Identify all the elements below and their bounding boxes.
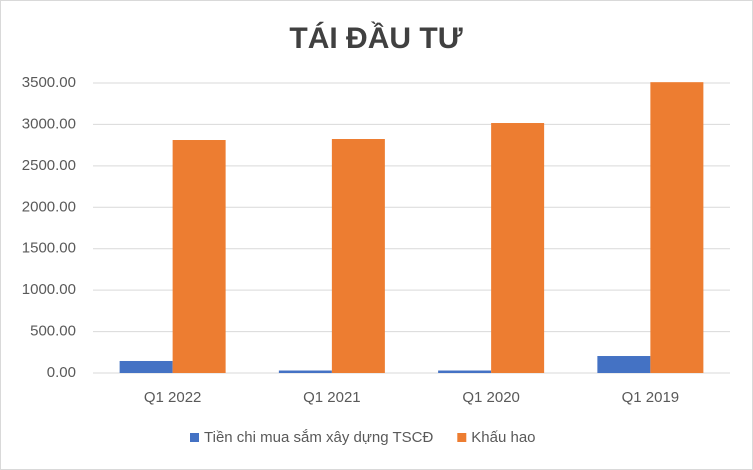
y-tick-label: 2500.00 [22, 157, 76, 174]
y-tick-label: 2000.00 [22, 198, 76, 215]
bar [491, 123, 545, 374]
bar [597, 356, 651, 373]
legend-swatch [190, 433, 199, 442]
legend-swatch [457, 433, 467, 442]
bar [650, 82, 704, 374]
legend-label: Khấu hao [471, 429, 535, 446]
bar [278, 370, 332, 373]
x-tick-label: Q1 2021 [303, 389, 361, 406]
y-tick-label: 3500.00 [22, 74, 76, 91]
x-tick-label: Q1 2019 [622, 389, 680, 406]
bar [172, 140, 226, 373]
bar [119, 360, 173, 373]
y-tick-label: 500.00 [30, 323, 76, 340]
bar [331, 139, 385, 373]
y-tick-label: 1000.00 [22, 281, 76, 298]
x-tick-label: Q1 2022 [144, 389, 202, 406]
bar [438, 370, 492, 373]
x-tick-label: Q1 2020 [462, 389, 520, 406]
chart-title: TÁI ĐẦU TƯ [289, 21, 462, 55]
y-tick-label: 3000.00 [22, 115, 76, 132]
y-tick-label: 0.00 [47, 364, 76, 381]
y-tick-label: 1500.00 [22, 240, 76, 257]
legend-label: Tiền chi mua sắm xây dựng TSCĐ [204, 429, 433, 446]
